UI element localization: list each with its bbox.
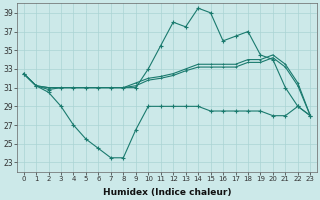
X-axis label: Humidex (Indice chaleur): Humidex (Indice chaleur)	[103, 188, 231, 197]
